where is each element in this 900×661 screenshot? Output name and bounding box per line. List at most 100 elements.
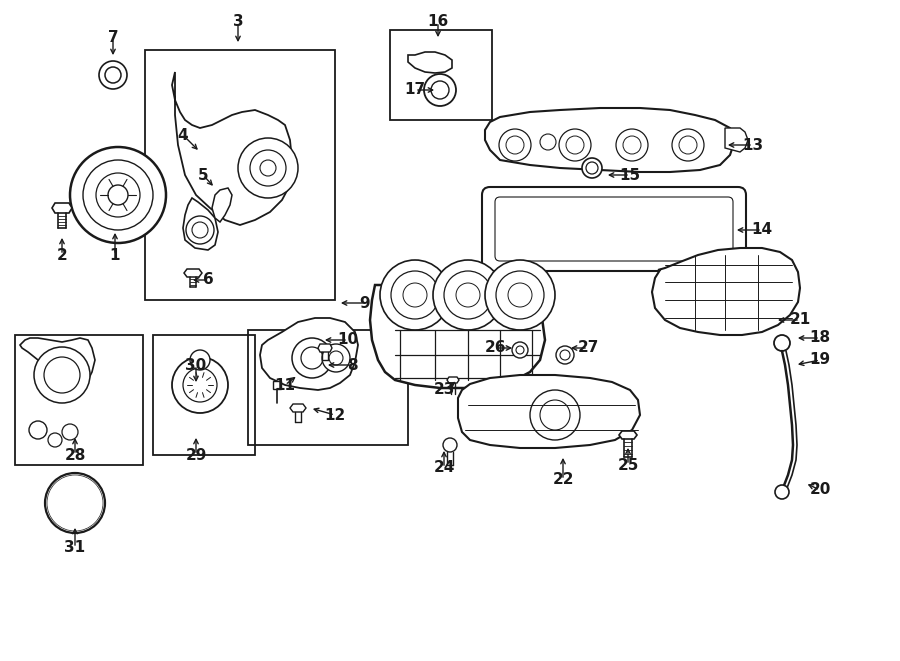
Circle shape <box>380 260 450 330</box>
Polygon shape <box>619 431 637 439</box>
Text: 21: 21 <box>789 313 811 327</box>
Circle shape <box>238 138 298 198</box>
Circle shape <box>29 421 47 439</box>
Text: 25: 25 <box>617 457 639 473</box>
Circle shape <box>250 150 286 186</box>
Text: 19: 19 <box>809 352 831 368</box>
Circle shape <box>45 473 105 533</box>
Circle shape <box>508 283 532 307</box>
Circle shape <box>586 162 598 174</box>
Circle shape <box>34 347 90 403</box>
Circle shape <box>96 173 140 217</box>
Text: 30: 30 <box>185 358 207 373</box>
Text: 8: 8 <box>346 358 357 373</box>
Text: 24: 24 <box>433 461 454 475</box>
Text: 13: 13 <box>742 137 763 153</box>
Circle shape <box>516 346 524 354</box>
Circle shape <box>456 283 480 307</box>
Polygon shape <box>458 375 640 448</box>
Bar <box>15 335 143 465</box>
Circle shape <box>424 74 456 106</box>
Circle shape <box>83 160 153 230</box>
Text: 14: 14 <box>752 223 772 237</box>
Polygon shape <box>260 318 358 390</box>
Circle shape <box>443 438 457 452</box>
Circle shape <box>183 368 217 402</box>
Circle shape <box>623 136 641 154</box>
Circle shape <box>329 351 343 365</box>
Polygon shape <box>52 203 72 213</box>
Text: 9: 9 <box>360 295 370 311</box>
Text: 11: 11 <box>274 377 295 393</box>
Polygon shape <box>370 275 545 388</box>
Circle shape <box>391 271 439 319</box>
Bar <box>390 30 492 120</box>
Polygon shape <box>212 188 232 222</box>
Circle shape <box>62 424 78 440</box>
Text: 6: 6 <box>202 272 213 288</box>
Text: 26: 26 <box>485 340 507 356</box>
Text: 28: 28 <box>64 447 86 463</box>
Circle shape <box>506 136 524 154</box>
Circle shape <box>105 67 121 83</box>
Text: 4: 4 <box>177 128 188 143</box>
Circle shape <box>301 347 323 369</box>
Text: 23: 23 <box>433 383 454 397</box>
Text: 17: 17 <box>404 83 426 98</box>
Circle shape <box>172 357 228 413</box>
Circle shape <box>775 485 789 499</box>
Polygon shape <box>290 404 306 412</box>
Text: 10: 10 <box>338 332 358 348</box>
Circle shape <box>433 260 503 330</box>
Circle shape <box>530 390 580 440</box>
Text: 18: 18 <box>809 330 831 346</box>
Circle shape <box>679 136 697 154</box>
Bar <box>153 335 255 455</box>
Circle shape <box>49 477 101 529</box>
Text: 31: 31 <box>65 541 86 555</box>
Polygon shape <box>172 72 292 225</box>
Text: 1: 1 <box>110 247 121 262</box>
Text: 16: 16 <box>428 15 448 30</box>
Circle shape <box>444 271 492 319</box>
Polygon shape <box>20 338 95 382</box>
Circle shape <box>540 400 570 430</box>
Polygon shape <box>447 377 459 383</box>
Circle shape <box>499 129 531 161</box>
Polygon shape <box>408 52 452 73</box>
Circle shape <box>559 129 591 161</box>
Circle shape <box>322 344 350 372</box>
Circle shape <box>582 158 602 178</box>
Polygon shape <box>652 248 800 335</box>
Circle shape <box>566 136 584 154</box>
Circle shape <box>70 147 166 243</box>
Circle shape <box>496 271 544 319</box>
Circle shape <box>774 335 790 351</box>
Circle shape <box>99 61 127 89</box>
Circle shape <box>431 81 449 99</box>
Circle shape <box>485 260 555 330</box>
Bar <box>248 330 408 445</box>
Circle shape <box>556 346 574 364</box>
Text: 12: 12 <box>324 407 346 422</box>
Circle shape <box>192 222 208 238</box>
FancyBboxPatch shape <box>482 187 746 271</box>
Circle shape <box>190 350 210 370</box>
Circle shape <box>186 216 214 244</box>
Circle shape <box>292 338 332 378</box>
Text: 2: 2 <box>57 247 68 262</box>
Text: 5: 5 <box>198 167 208 182</box>
Circle shape <box>47 475 103 531</box>
Text: 27: 27 <box>577 340 598 356</box>
Polygon shape <box>485 108 735 172</box>
Polygon shape <box>184 269 202 277</box>
Polygon shape <box>318 344 332 352</box>
Circle shape <box>51 479 99 527</box>
Circle shape <box>672 129 704 161</box>
Circle shape <box>540 134 556 150</box>
Circle shape <box>260 160 276 176</box>
Circle shape <box>512 342 528 358</box>
Circle shape <box>63 491 87 515</box>
Polygon shape <box>725 128 748 152</box>
Text: 29: 29 <box>185 447 207 463</box>
